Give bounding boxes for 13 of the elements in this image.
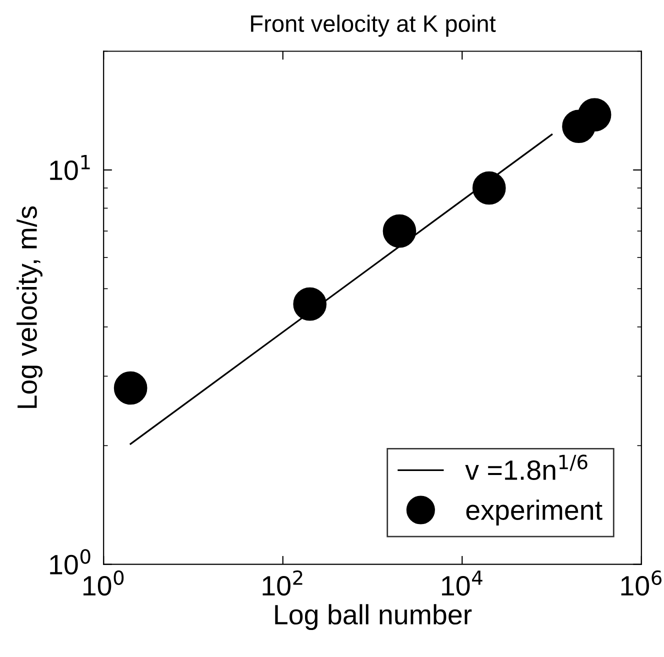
chart-title: Front velocity at K point bbox=[251, 14, 496, 37]
point bbox=[382, 214, 416, 248]
x-tick-label: 10$^{4}$ bbox=[442, 570, 482, 596]
point bbox=[472, 171, 506, 205]
x-tick-label: 10$^{0}$ bbox=[83, 570, 124, 596]
y-axis-title: Log velocity, m/s bbox=[16, 206, 42, 408]
point bbox=[293, 287, 327, 321]
legend-label: experiment bbox=[466, 500, 602, 526]
x-axis-title: Log ball number bbox=[275, 604, 472, 630]
x-tick-label: 10$^{2}$ bbox=[262, 570, 302, 596]
y-tick-label: 10$^{1}$ bbox=[50, 155, 90, 180]
x-tick-label: 10$^{6}$ bbox=[621, 570, 662, 596]
legend-label: v =1.8n$^{1/6}$ bbox=[465, 454, 588, 480]
